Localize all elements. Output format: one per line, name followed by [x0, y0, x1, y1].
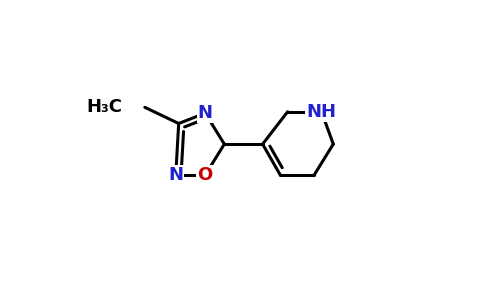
Text: O: O [197, 166, 213, 184]
Text: H₃C: H₃C [87, 98, 123, 116]
Text: N: N [197, 104, 212, 122]
Text: NH: NH [306, 103, 336, 121]
Text: N: N [168, 166, 183, 184]
